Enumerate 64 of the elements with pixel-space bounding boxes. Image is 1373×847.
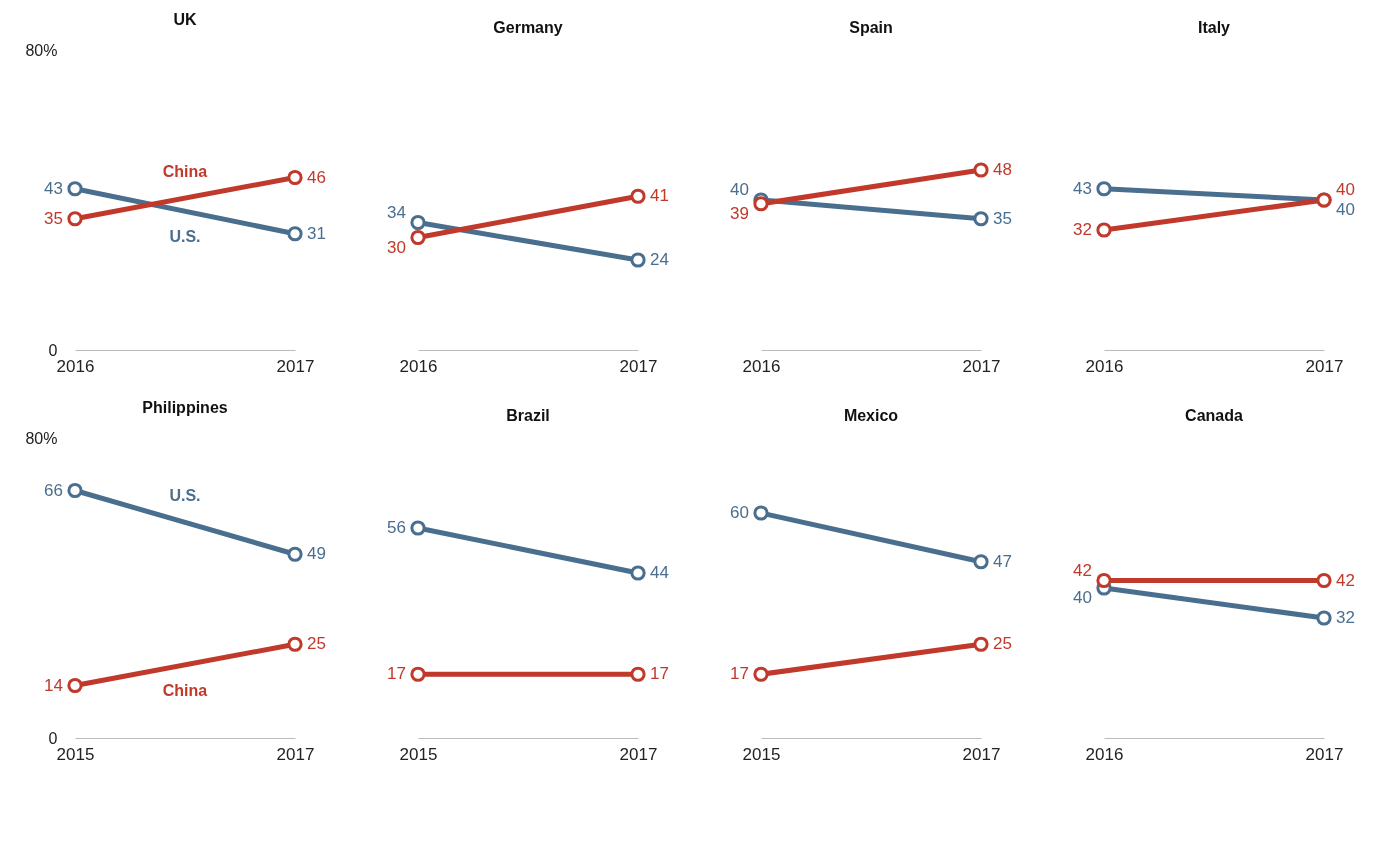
- data-label: 30: [387, 237, 406, 257]
- x-tick-label: 2017: [276, 744, 315, 764]
- x-tick-label: 2015: [56, 744, 95, 764]
- chart-title: Spain: [849, 19, 893, 36]
- data-label: 35: [44, 208, 63, 228]
- chart-title: Italy: [1197, 19, 1231, 36]
- data-label: 17: [650, 664, 669, 684]
- data-label: 32: [1073, 220, 1092, 239]
- data-label: 46: [307, 167, 326, 187]
- data-label: 25: [993, 634, 1012, 654]
- chart-title: UK: [173, 11, 197, 28]
- data-label: 43: [1073, 178, 1092, 198]
- series-label: U.S.: [169, 487, 201, 505]
- data-label: 47: [993, 551, 1012, 571]
- y-tick-label: 0: [48, 341, 58, 359]
- data-label: 66: [44, 480, 63, 500]
- chart-title: Canada: [1185, 407, 1243, 424]
- chart-title: Mexico: [843, 407, 899, 424]
- data-label: 40: [1336, 180, 1355, 199]
- x-tick-label: 2017: [1305, 744, 1344, 764]
- data-label: 25: [307, 634, 326, 654]
- x-tick-label: 2017: [619, 356, 658, 376]
- x-tick-label: 2016: [1085, 744, 1124, 764]
- x-tick-label: 2017: [619, 744, 658, 764]
- data-label: 42: [1336, 570, 1355, 590]
- data-label: 14: [44, 675, 63, 695]
- data-label: 48: [993, 160, 1012, 179]
- data-label: 17: [730, 664, 749, 684]
- x-tick-label: 2015: [742, 744, 781, 764]
- series-label: U.S.: [169, 228, 201, 246]
- data-label: 40: [730, 180, 749, 199]
- data-label: 40: [1073, 588, 1092, 607]
- data-label: 31: [307, 223, 326, 243]
- data-label: 43: [44, 178, 63, 198]
- data-label: 35: [993, 208, 1012, 228]
- data-label: 32: [1336, 608, 1355, 627]
- x-tick-label: 2017: [1305, 356, 1344, 376]
- chart-title: Germany: [493, 19, 563, 36]
- y-tick-label: 80%: [25, 41, 58, 59]
- y-tick-label: 80%: [25, 429, 58, 447]
- x-tick-label: 2016: [1085, 356, 1124, 376]
- y-tick-label: 0: [48, 729, 58, 747]
- data-label: 42: [1073, 560, 1092, 580]
- data-label: 34: [387, 202, 406, 222]
- x-tick-label: 2017: [276, 356, 315, 376]
- series-label: China: [162, 163, 208, 181]
- data-label: 49: [307, 544, 326, 564]
- data-label: 17: [387, 664, 406, 684]
- chart-title: Brazil: [506, 407, 550, 424]
- data-label: 56: [387, 518, 406, 537]
- x-tick-label: 2016: [56, 356, 95, 376]
- x-tick-label: 2015: [399, 744, 438, 764]
- data-label: 41: [650, 186, 669, 206]
- x-tick-label: 2016: [399, 356, 438, 376]
- x-tick-label: 2017: [962, 744, 1001, 764]
- data-label: 60: [730, 503, 749, 522]
- data-label: 40: [1336, 200, 1355, 219]
- data-label: 44: [650, 563, 669, 582]
- x-tick-label: 2017: [962, 356, 1001, 376]
- chart-title: Philippines: [142, 399, 228, 416]
- series-label: China: [162, 681, 208, 699]
- data-label: 39: [730, 203, 749, 223]
- x-tick-label: 2016: [742, 356, 781, 376]
- data-label: 24: [650, 250, 669, 269]
